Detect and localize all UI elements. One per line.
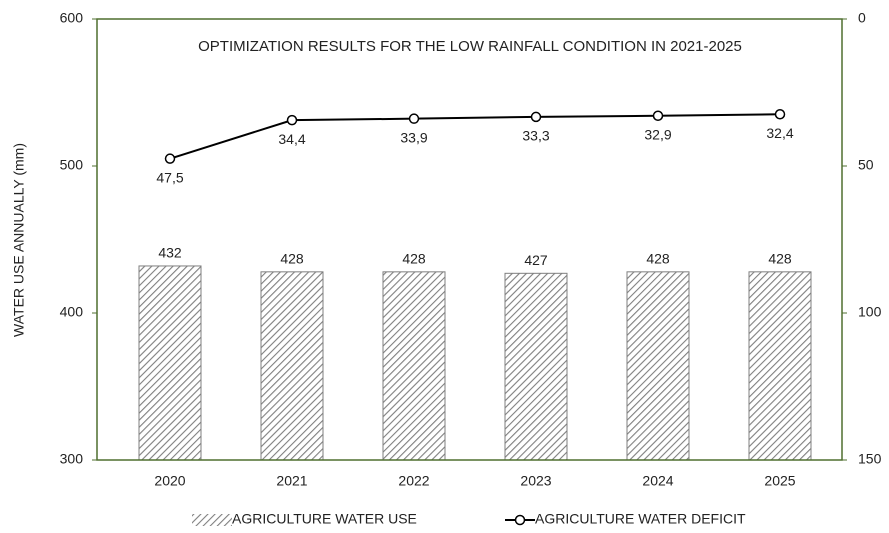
bar [748, 271, 812, 461]
legend-swatch [514, 514, 526, 526]
y-tick-label: 300 [60, 451, 84, 467]
legend-label: AGRICULTURE WATER DEFICIT [535, 511, 746, 527]
bar [626, 271, 690, 461]
x-tick-label: 2020 [154, 473, 185, 489]
x-tick-label: 2021 [276, 473, 307, 489]
x-tick-label: 2025 [764, 473, 795, 489]
line-marker [652, 110, 664, 121]
bar [138, 265, 202, 461]
data-label: 432 [158, 245, 182, 261]
x-tick-label: 2024 [642, 473, 673, 489]
data-label: 428 [646, 251, 670, 267]
line-marker [408, 113, 420, 124]
bar [504, 272, 568, 461]
y2-tick-label: 150 [858, 451, 882, 467]
data-label: 32,4 [766, 125, 793, 141]
y-axis-label: WATER USE ANNUALLY (mm) [11, 143, 27, 337]
data-label: 47,5 [156, 169, 183, 185]
legend-label: AGRICULTURE WATER USE [232, 511, 417, 527]
x-tick-label: 2023 [520, 473, 551, 489]
y2-tick-label: 0 [858, 10, 866, 26]
legend-swatch [192, 514, 232, 526]
data-label: 428 [280, 251, 304, 267]
y-tick-label: 500 [60, 157, 84, 173]
data-label: 32,9 [644, 126, 671, 142]
x-tick-label: 2022 [398, 473, 429, 489]
line-marker [774, 109, 786, 120]
data-label: 427 [524, 252, 548, 268]
data-label: 34,4 [278, 131, 305, 147]
y-tick-label: 600 [60, 10, 84, 26]
chart-title: OPTIMIZATION RESULTS FOR THE LOW RAINFAL… [198, 38, 742, 55]
line-marker [530, 111, 542, 123]
bar [260, 271, 324, 461]
bar [382, 271, 446, 461]
data-label: 33,3 [522, 128, 549, 144]
y2-tick-label: 50 [858, 157, 874, 173]
y-tick-label: 400 [60, 304, 84, 320]
line-marker [164, 153, 176, 164]
line [169, 113, 781, 160]
y2-tick-label: 100 [858, 304, 882, 320]
line-marker [286, 114, 298, 126]
data-label: 33,9 [400, 129, 427, 145]
data-label: 428 [768, 251, 792, 267]
plot-frame [96, 18, 843, 461]
data-label: 428 [402, 251, 426, 267]
